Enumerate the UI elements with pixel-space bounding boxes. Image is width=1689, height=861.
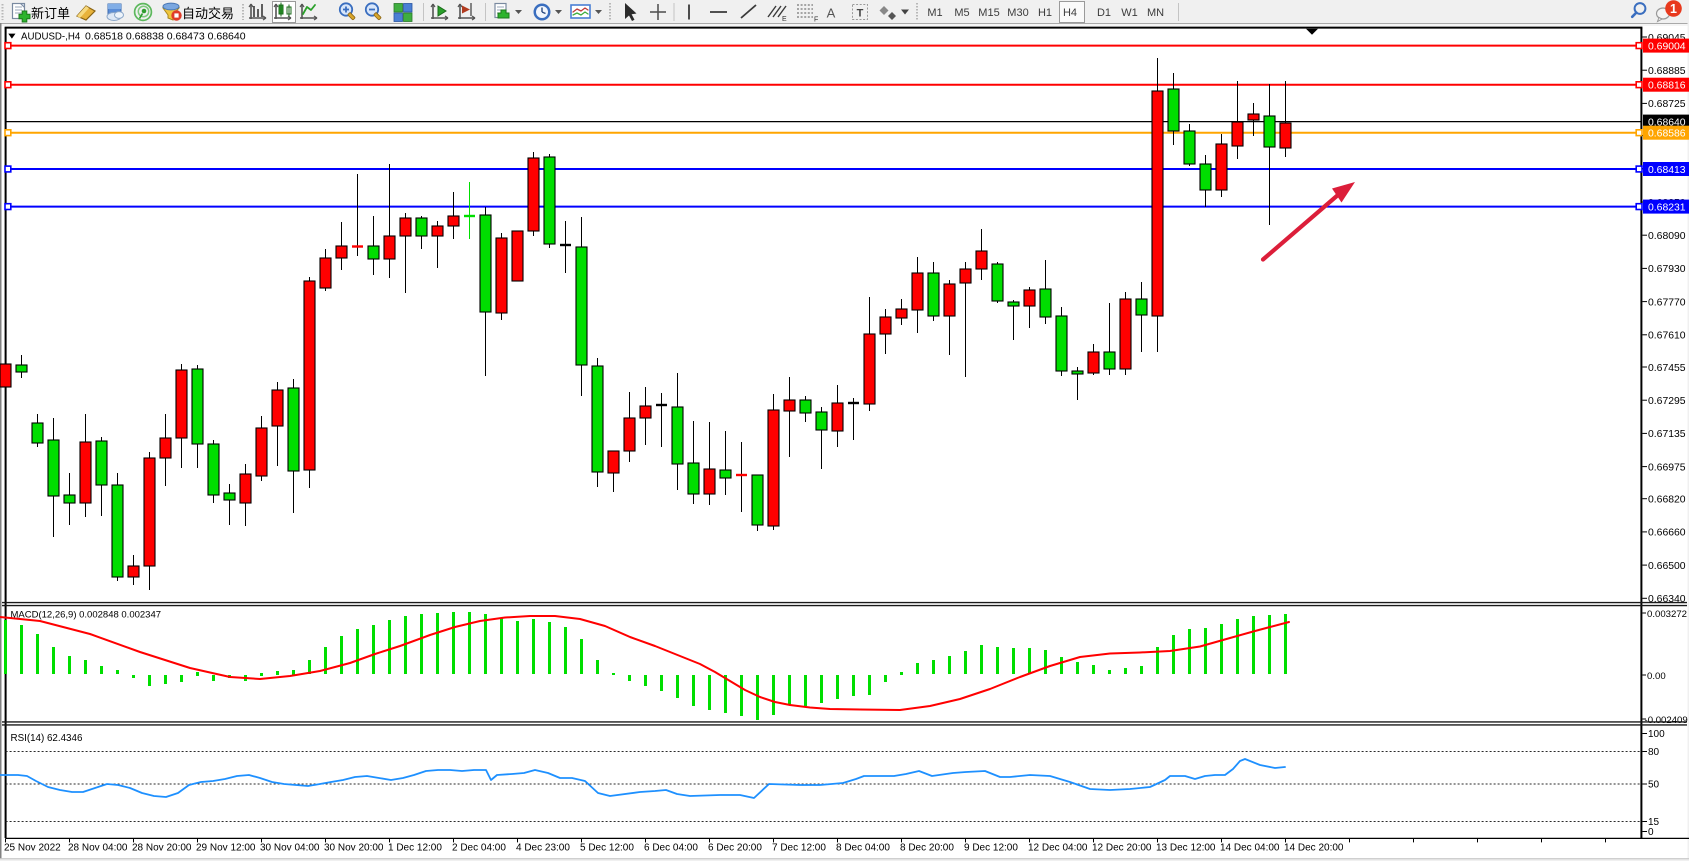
- svg-text:M30: M30: [1007, 7, 1028, 19]
- svg-text:2 Dec 04:00: 2 Dec 04:00: [452, 843, 506, 854]
- svg-text:0.67135: 0.67135: [1648, 429, 1686, 440]
- svg-text:MACD(12,26,9) 0.002848 0.00234: MACD(12,26,9) 0.002848 0.002347: [11, 610, 162, 621]
- svg-text:0.68518 0.68838 0.68473 0.6864: 0.68518 0.68838 0.68473 0.68640: [85, 31, 246, 43]
- svg-text:0.69004: 0.69004: [1648, 41, 1686, 52]
- svg-text:0.66660: 0.66660: [1648, 528, 1686, 539]
- svg-text:新订单: 新订单: [31, 6, 70, 21]
- svg-text:0: 0: [1648, 827, 1654, 838]
- svg-text:自动交易: 自动交易: [182, 6, 234, 21]
- svg-text:30 Nov 20:00: 30 Nov 20:00: [324, 843, 384, 854]
- svg-text:7 Dec 12:00: 7 Dec 12:00: [772, 843, 826, 854]
- svg-text:0.00: 0.00: [1647, 671, 1666, 682]
- svg-text:0.68640: 0.68640: [1648, 117, 1686, 128]
- svg-text:50: 50: [1648, 780, 1660, 791]
- svg-text:5 Dec 12:00: 5 Dec 12:00: [580, 843, 634, 854]
- svg-text:6 Dec 20:00: 6 Dec 20:00: [708, 843, 762, 854]
- svg-text:12 Dec 04:00: 12 Dec 04:00: [1028, 843, 1088, 854]
- svg-text:F: F: [814, 17, 818, 24]
- svg-text:25 Nov 2022: 25 Nov 2022: [4, 843, 61, 854]
- svg-text:1: 1: [1670, 2, 1677, 16]
- svg-text:6 Dec 04:00: 6 Dec 04:00: [644, 843, 698, 854]
- svg-text:9 Dec 12:00: 9 Dec 12:00: [964, 843, 1018, 854]
- svg-text:0.003272: 0.003272: [1647, 609, 1687, 620]
- svg-text:0.69045: 0.69045: [1648, 33, 1686, 44]
- svg-text:RSI(14) 62.4346: RSI(14) 62.4346: [11, 733, 83, 744]
- svg-text:-0.002409: -0.002409: [1645, 715, 1688, 726]
- svg-text:0.68885: 0.68885: [1648, 66, 1686, 77]
- svg-text:AUDUSD-,H4: AUDUSD-,H4: [21, 32, 81, 43]
- svg-text:0.66820: 0.66820: [1648, 495, 1686, 506]
- svg-text:0.68231: 0.68231: [1648, 202, 1686, 213]
- svg-text:0.67770: 0.67770: [1648, 297, 1686, 308]
- svg-text:4 Dec 23:00: 4 Dec 23:00: [516, 843, 570, 854]
- svg-text:0.67930: 0.67930: [1648, 264, 1686, 275]
- svg-text:100: 100: [1648, 729, 1665, 740]
- svg-text:H4: H4: [1063, 7, 1077, 19]
- svg-text:MN: MN: [1147, 7, 1164, 19]
- svg-text:E: E: [782, 16, 787, 23]
- svg-text:0.68725: 0.68725: [1648, 99, 1686, 110]
- svg-text:W1: W1: [1121, 7, 1138, 19]
- svg-text:1 Dec 12:00: 1 Dec 12:00: [388, 843, 442, 854]
- svg-text:0.66975: 0.66975: [1648, 462, 1686, 473]
- svg-text:M15: M15: [978, 7, 999, 19]
- svg-text:H1: H1: [1038, 7, 1052, 19]
- svg-text:M1: M1: [927, 7, 942, 19]
- svg-text:D1: D1: [1097, 7, 1111, 19]
- svg-text:14 Dec 20:00: 14 Dec 20:00: [1284, 843, 1344, 854]
- svg-text:0.68090: 0.68090: [1648, 231, 1686, 242]
- svg-text:28 Nov 04:00: 28 Nov 04:00: [68, 843, 128, 854]
- svg-text:29 Nov 12:00: 29 Nov 12:00: [196, 843, 256, 854]
- svg-text:0.68586: 0.68586: [1648, 129, 1686, 140]
- svg-text:8 Dec 20:00: 8 Dec 20:00: [900, 843, 954, 854]
- svg-text:13 Dec 12:00: 13 Dec 12:00: [1156, 843, 1216, 854]
- svg-text:M5: M5: [954, 7, 969, 19]
- svg-text:0.66500: 0.66500: [1648, 561, 1686, 572]
- svg-text:14 Dec 04:00: 14 Dec 04:00: [1220, 843, 1280, 854]
- svg-text:30 Nov 04:00: 30 Nov 04:00: [260, 843, 320, 854]
- svg-text:0.68816: 0.68816: [1648, 81, 1686, 92]
- svg-text:12 Dec 20:00: 12 Dec 20:00: [1092, 843, 1152, 854]
- svg-text:0.67610: 0.67610: [1648, 331, 1686, 342]
- svg-text:0.68413: 0.68413: [1648, 165, 1686, 176]
- svg-text:15: 15: [1648, 817, 1660, 828]
- svg-text:T: T: [857, 8, 864, 20]
- svg-text:A: A: [827, 6, 836, 21]
- svg-text:0.67295: 0.67295: [1648, 396, 1686, 407]
- svg-text:0.66340: 0.66340: [1648, 594, 1686, 605]
- svg-text:8 Dec 04:00: 8 Dec 04:00: [836, 843, 890, 854]
- svg-text:0.67455: 0.67455: [1648, 363, 1686, 374]
- svg-text:80: 80: [1648, 747, 1660, 758]
- svg-text:28 Nov 20:00: 28 Nov 20:00: [132, 843, 192, 854]
